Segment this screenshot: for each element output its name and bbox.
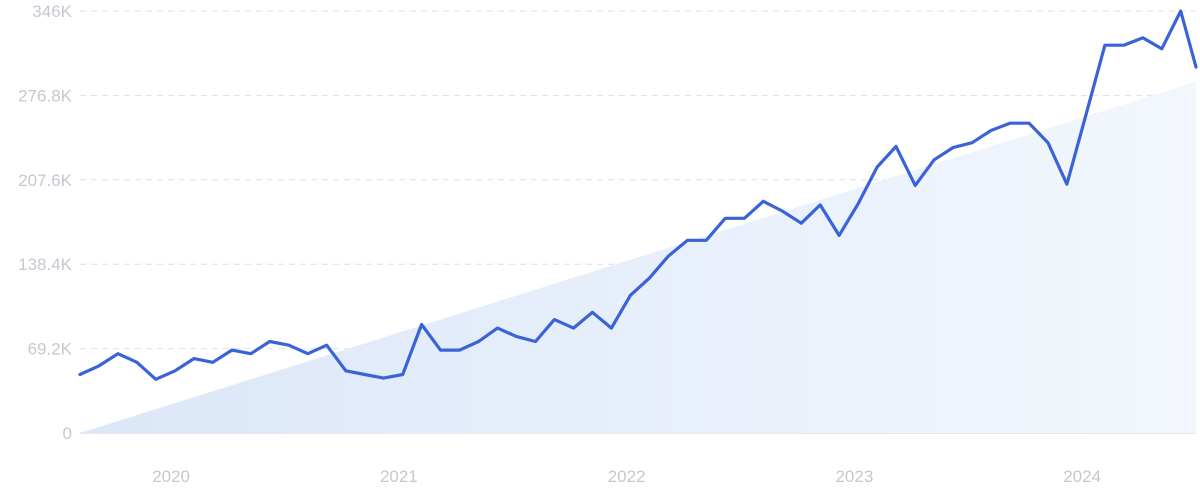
data-point [799,221,804,226]
data-point [1046,140,1051,145]
data-point [590,310,595,315]
data-point [723,216,728,221]
data-point [305,351,310,356]
data-point [913,183,918,188]
data-point [989,128,994,133]
data-point [970,140,975,145]
data-point [457,348,462,353]
data-point [134,360,139,365]
data-point [533,339,538,344]
data-point [400,372,405,377]
data-point [438,348,443,353]
data-point [324,343,329,348]
x-tick-label: 2024 [1063,467,1101,486]
y-tick-label: 276.8K [18,86,73,105]
x-tick-label: 2020 [152,467,190,486]
data-point [1102,43,1107,48]
y-tick-label: 207.6K [18,171,73,190]
y-tick-label: 69.2K [28,340,73,359]
data-point [647,276,652,281]
data-point [1064,182,1069,187]
data-point [552,317,557,322]
x-tick-label: 2022 [608,467,646,486]
series-line [78,9,1198,381]
y-tick-label: 0 [63,424,72,443]
data-point [248,351,253,356]
data-point [666,254,671,259]
data-point [894,144,899,149]
data-point [78,372,83,377]
data-point [1140,35,1145,40]
data-point [153,377,158,382]
data-point [875,165,880,170]
x-axis-ticks: 2020 2021 2022 2023 2024 [152,467,1101,486]
data-point [1084,112,1089,117]
y-axis-ticks: 0 69.2K 138.4K 207.6K 276.8K 346K [18,2,73,443]
trend-area [80,81,1196,434]
data-point [742,216,747,221]
data-point [419,322,424,327]
data-point [96,363,101,368]
data-point [704,238,709,243]
data-point [609,326,614,331]
data-point [818,202,823,207]
data-point [761,199,766,204]
data-point [1178,9,1183,14]
data-point [362,372,367,377]
data-point [1121,43,1126,48]
x-tick-label: 2021 [380,467,418,486]
x-tick-label: 2023 [835,467,873,486]
data-point [286,343,291,348]
data-point [343,368,348,373]
data-point [1027,121,1032,126]
data-point [951,145,956,150]
data-point [1159,46,1164,51]
data-point [229,348,234,353]
data-point [628,293,633,298]
data-point [780,209,785,214]
data-point [476,339,481,344]
y-tick-label: 346K [32,2,72,21]
data-point [210,360,215,365]
data-point [191,356,196,361]
data-point [1194,65,1199,70]
data-point [514,334,519,339]
data-point [837,233,842,238]
data-point [267,339,272,344]
data-point [381,376,386,381]
data-point [856,201,861,206]
data-point [932,157,937,162]
data-point [116,351,121,356]
data-point [571,326,576,331]
data-point [495,326,500,331]
data-point [173,368,178,373]
data-point [685,238,690,243]
data-point [1007,121,1012,126]
y-tick-label: 138.4K [18,255,73,274]
